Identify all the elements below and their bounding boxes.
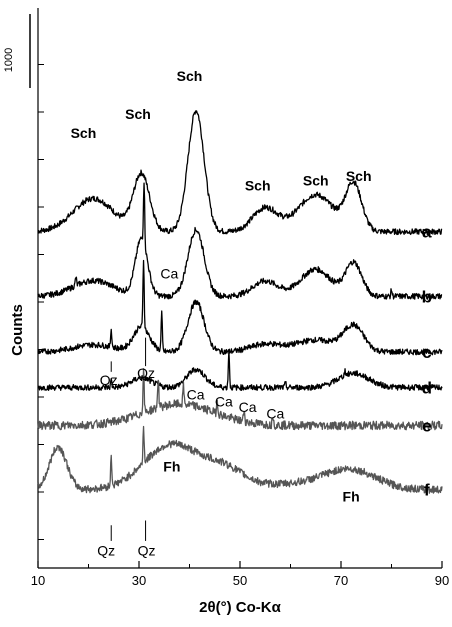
series-b-line — [37, 182, 443, 300]
marker-lines — [110, 337, 147, 541]
x-axis-ticks: 10 30 50 70 90 — [31, 561, 449, 588]
annotation-sch: Sch — [303, 173, 329, 189]
trace-label-e: e — [422, 417, 431, 436]
annotation-qz: Qz — [137, 365, 155, 381]
series-f-line — [37, 425, 443, 494]
trace-label-b: b — [422, 287, 432, 306]
plot-frame — [37, 8, 442, 569]
annotation-sch: Sch — [346, 168, 372, 184]
x-tick-label: 10 — [31, 573, 45, 588]
annotation-fh: Fh — [163, 459, 180, 475]
series-d-line — [37, 349, 443, 391]
annotation-ca: Ca — [160, 265, 178, 281]
series-a-line — [37, 110, 443, 236]
annotation-sch: Sch — [245, 177, 271, 193]
y-axis-title: Counts — [9, 304, 26, 356]
annotation-qz: Qz — [100, 372, 118, 388]
trace-label-f: f — [424, 481, 430, 500]
x-tick-label: 50 — [233, 573, 247, 588]
trace-label-a: a — [422, 223, 432, 242]
series-e-line — [37, 368, 443, 431]
annotation-sch: Sch — [71, 125, 97, 141]
annotation-sch: Sch — [125, 106, 151, 122]
annotation-ca: Ca — [187, 386, 205, 402]
x-tick-label: 30 — [132, 573, 146, 588]
trace-label-d: d — [422, 379, 432, 398]
scale-bar-label: 1000 — [3, 48, 15, 72]
annotation-fh: Fh — [343, 489, 360, 505]
trace-labels: a b cde f — [422, 223, 432, 500]
series-c-line — [37, 259, 443, 356]
x-tick-label: 90 — [435, 573, 449, 588]
y-axis-ticks — [38, 64, 44, 540]
annotation-ca: Ca — [239, 399, 257, 415]
annotation-qz: Qz — [138, 543, 156, 559]
series-group — [37, 110, 443, 494]
annotation-qz: Qz — [97, 543, 115, 559]
x-tick-label: 70 — [334, 573, 348, 588]
peak-annotations: Sch Sch Sch Sch Sch Sch Ca Qz Qz Ca Ca Ca Ca Fh Fh Qz Qz — [71, 68, 372, 559]
x-axis-title: 2θ(°) Co-Kα — [199, 599, 281, 616]
annotation-sch: Sch — [177, 68, 203, 84]
trace-label-c: c — [422, 343, 431, 362]
annotation-ca: Ca — [215, 394, 233, 410]
annotation-ca: Ca — [266, 405, 284, 421]
